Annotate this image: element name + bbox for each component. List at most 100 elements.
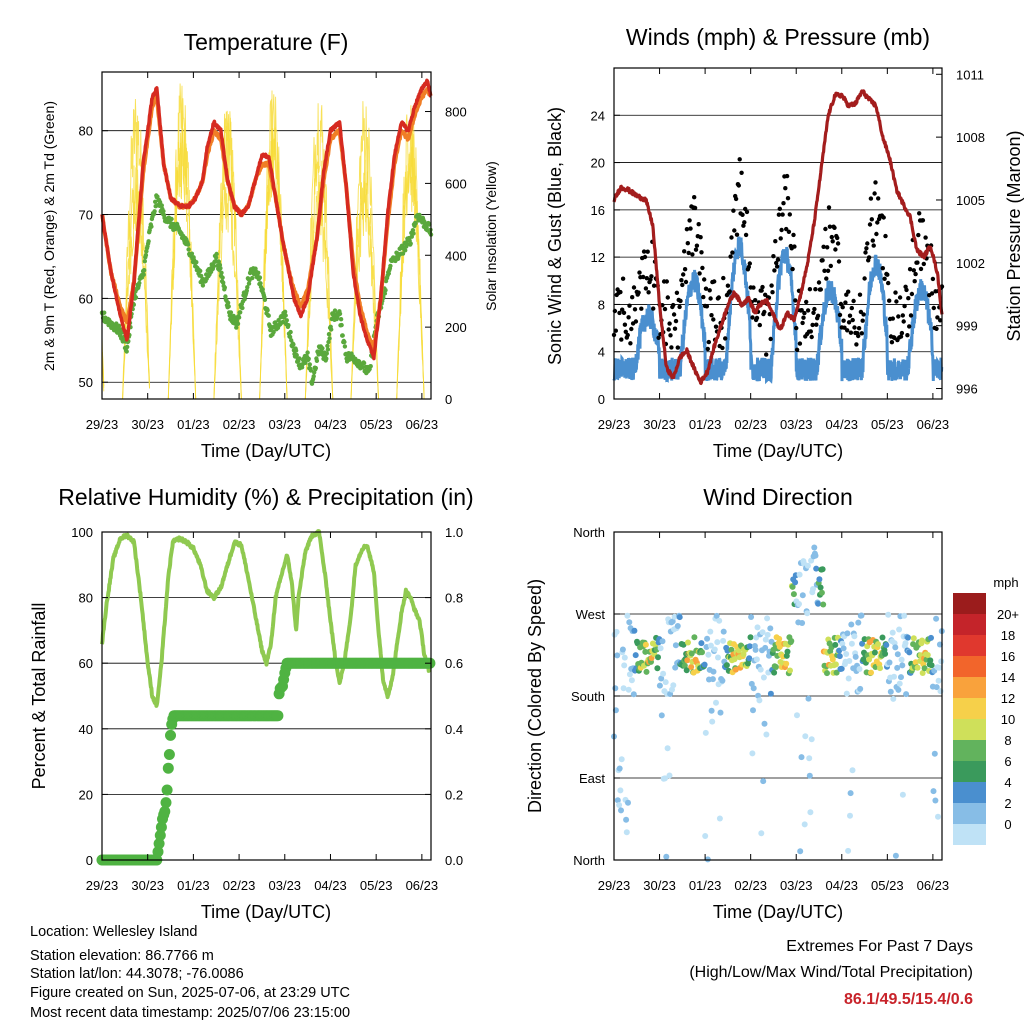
direction-point — [628, 677, 635, 684]
gust-point — [685, 241, 690, 246]
direction-point — [698, 640, 705, 647]
rainfall-point — [160, 797, 172, 809]
gust-point — [771, 254, 776, 259]
dewpoint-point — [214, 251, 219, 257]
gust-point — [674, 290, 680, 295]
temperature-frame — [101, 71, 432, 400]
gust-point — [935, 315, 940, 320]
x-tick-label: 04/23 — [314, 878, 347, 893]
gust-point — [620, 276, 626, 281]
dewpoint-point — [218, 266, 223, 271]
gust-point — [666, 327, 671, 332]
direction-point — [672, 642, 679, 649]
gust-point — [728, 254, 733, 259]
colorbar-label: 14 — [1001, 670, 1015, 685]
gust-point — [723, 336, 728, 341]
gust-point — [856, 326, 862, 331]
dewpoint-point — [222, 285, 227, 290]
direction-point — [840, 645, 847, 652]
gust-point — [915, 260, 920, 265]
gust-point — [846, 289, 851, 294]
gust-point — [615, 287, 620, 292]
direction-point — [836, 647, 843, 654]
dewpoint-point — [159, 203, 164, 208]
direction-point — [752, 646, 759, 653]
dewpoint-point — [325, 343, 330, 349]
direction-point — [758, 830, 765, 837]
y-tick-label: 12 — [591, 250, 605, 265]
gust-point — [918, 266, 924, 272]
direction-point — [894, 651, 901, 658]
gust-point — [734, 232, 740, 237]
direction-point — [750, 707, 756, 714]
gust-point — [890, 316, 895, 321]
colorbar-label: 0 — [1004, 817, 1011, 832]
direction-point — [927, 657, 934, 664]
info-elevation: Station elevation: 86.7766 m — [30, 948, 214, 964]
x-tick-label: 04/23 — [826, 417, 859, 432]
direction-point — [662, 679, 669, 686]
direction-title: Wind Direction — [703, 484, 853, 510]
direction-point — [804, 610, 811, 617]
y-tick-label-right: 1008 — [956, 130, 985, 145]
colorbar-label: 2 — [1004, 796, 1011, 811]
temperature-ticks: 29/23 30/23 01/23 02/23 03/23 04/23 05/23 06/23… — [79, 72, 467, 432]
gust-point — [909, 291, 915, 297]
direction-point — [642, 648, 649, 655]
dewpoint-point — [246, 281, 252, 286]
x-tick-label: 02/23 — [734, 417, 767, 432]
direction-point — [688, 664, 695, 670]
y-tick-label: 20 — [79, 787, 93, 802]
gust-point — [675, 345, 680, 350]
direction-point — [720, 637, 727, 644]
x-tick-label: 04/23 — [314, 417, 347, 432]
gust-point — [781, 201, 786, 206]
gust-point — [708, 296, 713, 301]
gust-point — [656, 335, 661, 340]
dewpoint-point — [340, 333, 345, 338]
gust-point — [627, 303, 632, 308]
dewpoint-point — [400, 251, 406, 256]
direction-point — [832, 641, 839, 648]
gust-point — [737, 157, 742, 162]
temp-2m-line — [100, 78, 433, 361]
gust-point — [880, 266, 885, 271]
gust-point — [662, 306, 668, 312]
direction-point — [671, 613, 678, 620]
gust-point — [679, 278, 684, 283]
dewpoint-point — [297, 356, 302, 361]
direction-point — [756, 697, 763, 704]
gust-point — [833, 247, 838, 252]
dewpoint-point — [329, 327, 334, 332]
dewpoint-point — [388, 263, 393, 269]
gust-point — [852, 325, 857, 330]
y-tick-label: 4 — [598, 345, 605, 360]
gust-point — [681, 272, 686, 277]
gust-point — [721, 275, 726, 281]
dewpoint-point — [146, 239, 151, 244]
dewpoint-point — [260, 287, 265, 292]
gust-point — [727, 289, 732, 294]
direction-point — [847, 790, 854, 797]
direction-point — [898, 656, 905, 663]
gust-point — [750, 315, 755, 320]
dewpoint-point — [221, 280, 226, 285]
y-tick-label: 70 — [79, 208, 93, 223]
direction-point — [792, 579, 799, 586]
x-tick-label: 03/23 — [269, 878, 302, 893]
direction-point — [875, 641, 881, 648]
gust-point — [677, 304, 682, 310]
dewpoint-point — [236, 315, 242, 320]
direction-point — [896, 626, 903, 633]
gust-point — [785, 196, 791, 201]
gust-point — [870, 238, 875, 243]
gust-point — [772, 268, 777, 273]
direction-point — [625, 686, 632, 693]
dewpoint-point — [169, 216, 174, 222]
x-tick-label: 01/23 — [177, 878, 210, 893]
gust-point — [872, 191, 877, 196]
x-tick-label: 02/23 — [223, 878, 256, 893]
dewpoint-point — [413, 221, 418, 226]
direction-point — [784, 648, 791, 655]
